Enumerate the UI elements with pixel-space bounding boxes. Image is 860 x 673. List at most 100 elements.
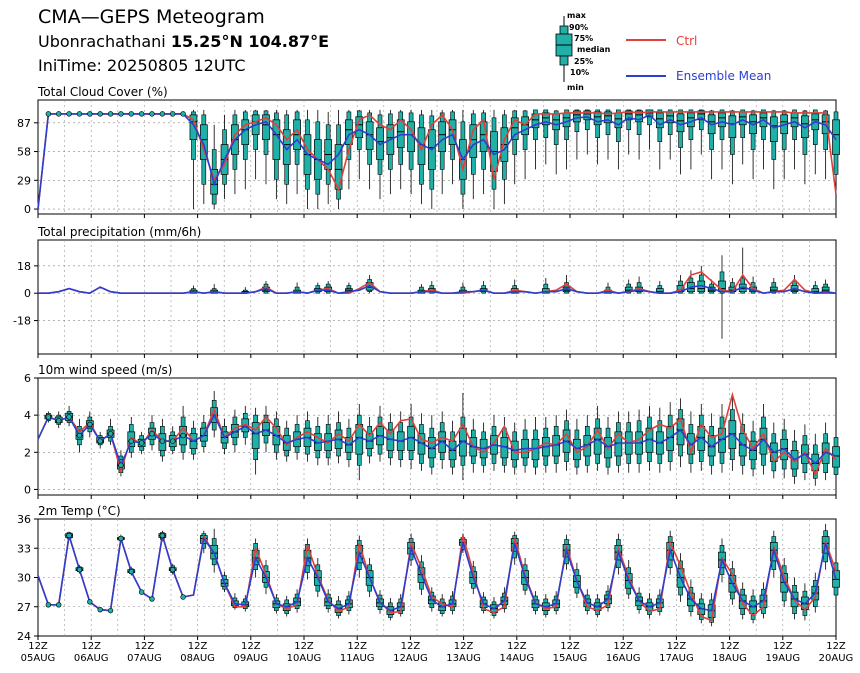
point-marker <box>56 418 62 424</box>
point-marker <box>180 432 186 439</box>
point-marker <box>180 594 186 600</box>
x-tick-label-time: 12Z <box>28 641 48 652</box>
box-iqr <box>573 110 581 123</box>
box-decile <box>636 109 642 135</box>
box-iqr <box>718 112 726 128</box>
box-iqr <box>832 119 840 155</box>
x-tick-label-time: 12Z <box>826 641 846 652</box>
y-tick-label: 4 <box>24 409 31 422</box>
point-marker <box>97 606 103 613</box>
box-iqr <box>738 111 747 126</box>
y-tick-label: 0 <box>24 203 31 216</box>
point-marker <box>66 532 72 539</box>
legend-label-min: min <box>567 83 584 92</box>
x-tick-label-time: 12Z <box>241 641 261 652</box>
meteogram-title: CMA—GEPS Meteogram <box>38 6 265 28</box>
box-iqr <box>541 112 550 126</box>
x-tick-label-date: 09AUG <box>233 653 268 664</box>
x-tick-label-date: 07AUG <box>127 653 162 664</box>
x-tick-label-time: 12Z <box>294 641 314 652</box>
point-marker <box>76 566 83 573</box>
y-tick-label: 0 <box>24 483 31 496</box>
point-marker <box>66 111 72 117</box>
box-iqr <box>728 115 737 139</box>
box-iqr <box>801 115 809 139</box>
ensemble-mean-line <box>37 535 837 612</box>
legend-ctrl-label: Ctrl <box>676 34 697 48</box>
box-iqr <box>189 114 198 141</box>
x-tick-label-date: 15AUG <box>553 653 588 664</box>
box-iqr <box>583 110 592 121</box>
legend-label-p90: 90% <box>569 23 588 32</box>
y-tick-label: 29 <box>17 174 31 187</box>
x-tick-label-time: 12Z <box>347 641 367 652</box>
point-marker <box>170 438 176 444</box>
point-marker <box>66 414 72 420</box>
box-iqr <box>417 433 426 455</box>
panel-title: Total Cloud Cover (%) <box>37 85 168 99</box>
point-marker <box>149 431 155 437</box>
point-marker <box>170 111 176 117</box>
point-marker <box>118 462 124 468</box>
panel-title: Total precipitation (mm/6h) <box>37 225 201 239</box>
point-marker <box>56 602 62 608</box>
point-marker <box>149 596 155 602</box>
point-marker <box>128 111 134 117</box>
x-tick-label-date: 14AUG <box>499 653 534 664</box>
y-tick-label: 33 <box>17 542 31 555</box>
x-tick-label-time: 12Z <box>560 641 580 652</box>
box-iqr <box>199 124 208 160</box>
point-marker <box>76 111 83 117</box>
panel-frame <box>37 518 837 637</box>
x-tick-label-date: 20AUG <box>819 653 854 664</box>
legend: max 90% 75% median 25% 10% min Ctrl Ense… <box>555 11 771 92</box>
x-tick-label-time: 12Z <box>507 641 527 652</box>
y-tick-label: 58 <box>17 146 31 159</box>
init-time: IniTime: 20250805 12UTC <box>38 56 246 75</box>
point-marker <box>56 111 62 117</box>
box-iqr <box>687 112 695 128</box>
point-marker <box>45 414 52 420</box>
y-tick-label: 2 <box>24 446 31 459</box>
point-marker <box>97 111 103 117</box>
x-tick-label-date: 08AUG <box>180 653 215 664</box>
point-marker <box>170 566 176 573</box>
y-tick-label: 0 <box>24 287 31 300</box>
point-marker <box>87 599 93 605</box>
x-tick-label-time: 12Z <box>720 641 740 652</box>
point-marker <box>118 535 124 542</box>
x-tick-label-date: 18AUG <box>712 653 747 664</box>
point-marker <box>159 438 166 444</box>
x-tick-label-date: 10AUG <box>287 653 322 664</box>
legend-label-p10: 10% <box>570 68 589 77</box>
point-marker <box>87 421 93 428</box>
point-marker <box>138 440 145 446</box>
station-line: Ubonrachathani 15.25°N 104.87°E <box>38 32 329 51</box>
x-tick-label-date: 06AUG <box>74 653 109 664</box>
point-marker <box>45 602 52 608</box>
box-iqr <box>655 112 664 129</box>
point-marker <box>118 111 124 117</box>
box-iqr <box>521 116 529 136</box>
box-iqr <box>666 425 675 451</box>
box-iqr <box>790 112 799 128</box>
legend-label-p25: 25% <box>574 57 593 66</box>
point-marker <box>128 438 134 444</box>
box-iqr <box>396 119 405 148</box>
box-iqr <box>697 110 706 121</box>
ensemble-mean-line <box>38 284 837 295</box>
point-marker <box>97 438 103 444</box>
box-iqr <box>624 110 633 121</box>
x-tick-label-time: 12Z <box>613 641 633 652</box>
legend-label-max: max <box>567 11 587 20</box>
panel-title: 10m wind speed (m/s) <box>38 363 172 377</box>
x-tick-label-date: 12AUG <box>393 653 428 664</box>
x-tick-label-date: 13AUG <box>446 653 481 664</box>
x-tick-label-date: 05AUG <box>21 653 56 664</box>
point-marker <box>159 532 166 539</box>
point-marker <box>159 111 166 117</box>
panel-title: 2m Temp (°C) <box>38 504 121 518</box>
y-tick-label: 6 <box>24 372 31 385</box>
y-tick-label: 18 <box>17 260 31 273</box>
